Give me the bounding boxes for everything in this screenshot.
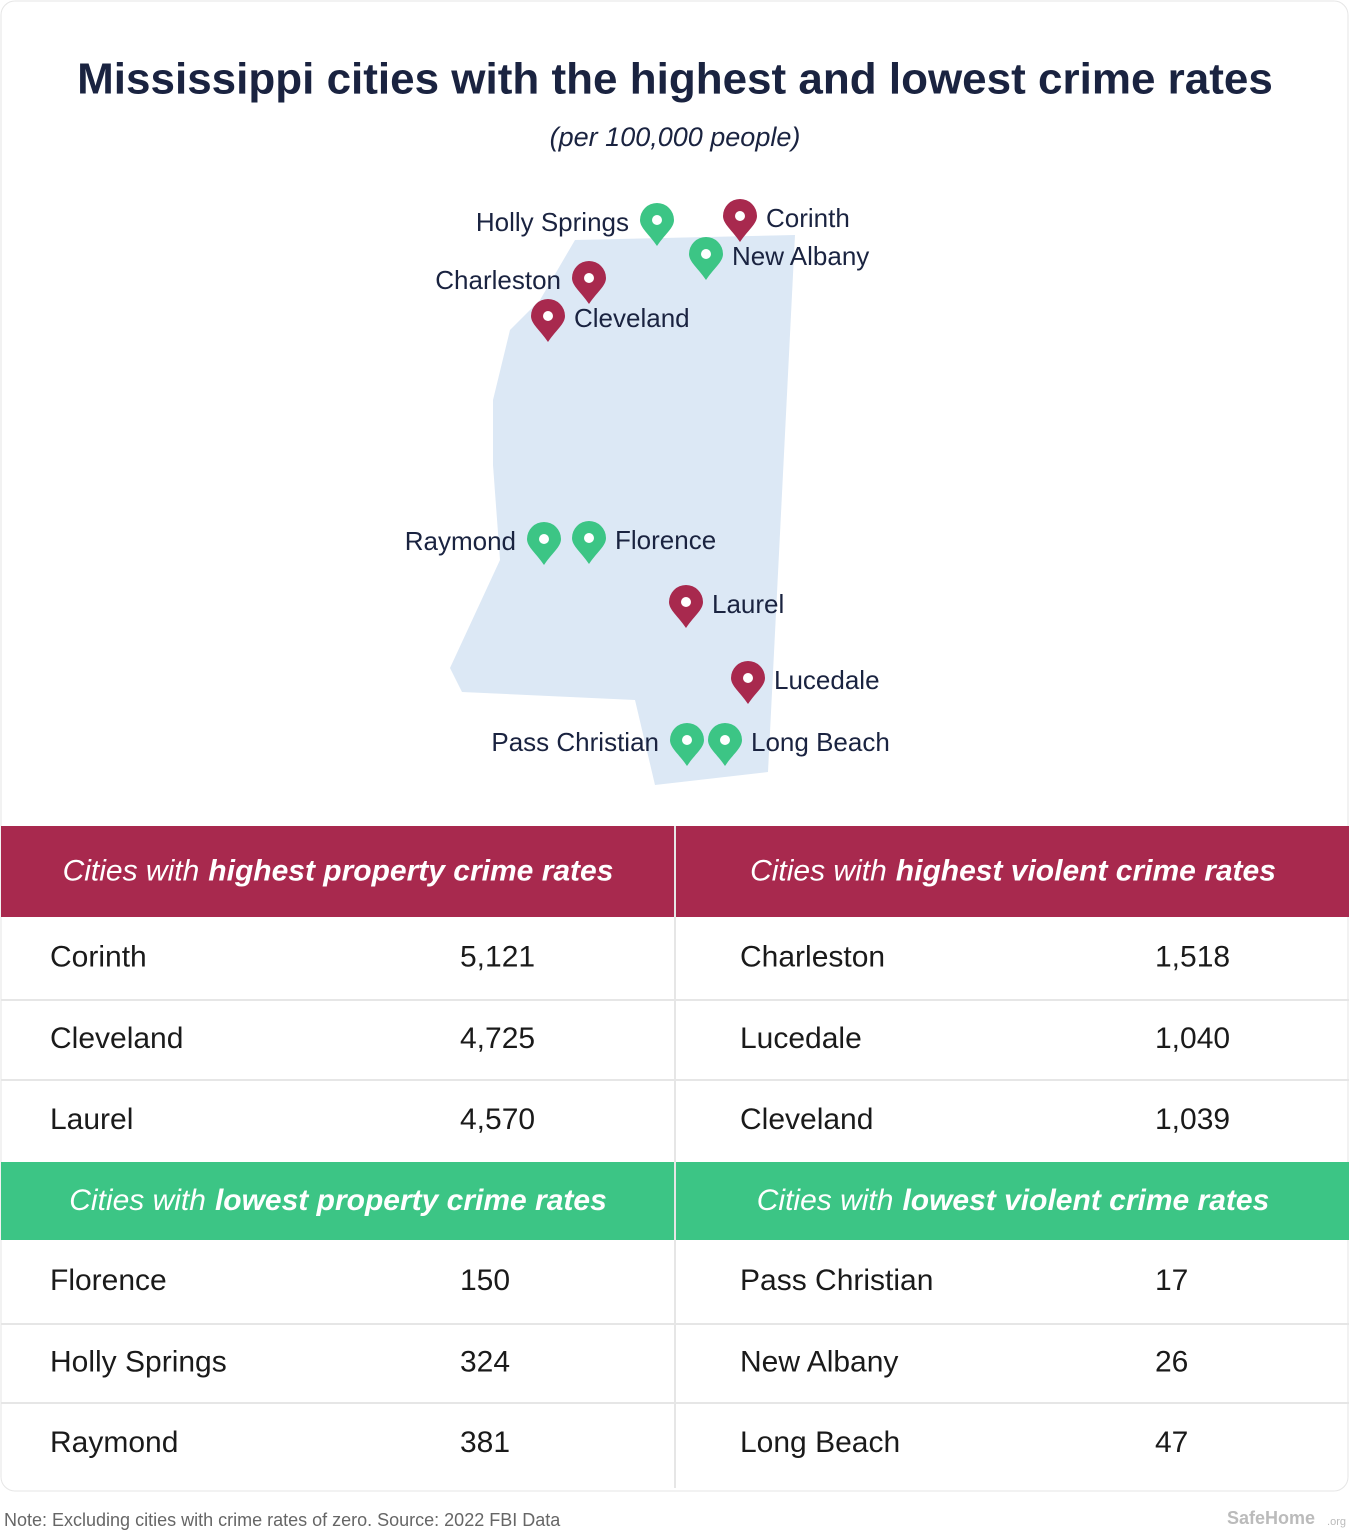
table-heading: Cities with highest property crime rates [63,854,614,887]
heading-emphasis: highest violent crime rates [896,854,1276,887]
pin-dot [720,735,730,745]
map-pin: Florence [572,521,716,564]
city-name: Laurel [50,1103,133,1136]
heading-lead: Cities with [69,1184,206,1217]
pin-label: Charleston [435,265,561,295]
table-header [676,826,1349,917]
city-name: Florence [50,1264,167,1297]
pin-dot [584,273,594,283]
pin-label: Lucedale [774,665,880,695]
map-pin: Charleston [435,261,606,304]
map-pin: Raymond [405,522,561,565]
heading-emphasis: lowest property crime rates [215,1184,607,1217]
pin-dot [539,534,549,544]
logo: SafeHome [1227,1508,1315,1528]
heading-lead: Cities with [757,1184,894,1217]
crime-rate: 381 [460,1426,510,1459]
map-pin: Laurel [669,585,784,628]
crime-rate: 1,039 [1155,1103,1230,1136]
city-name: Pass Christian [740,1264,933,1297]
table-header [1,1162,674,1240]
pin-label: Raymond [405,526,516,556]
crime-rate: 4,725 [460,1022,535,1055]
pin-dot [681,597,691,607]
map-pin: New Albany [689,237,869,280]
city-name: Long Beach [740,1426,900,1459]
pin-dot [584,533,594,543]
pin-dot [735,211,745,221]
crime-rate: 4,570 [460,1103,535,1136]
city-name: Charleston [740,940,885,973]
pin-dot [652,215,662,225]
crime-rate: 1,518 [1155,940,1230,973]
city-name: New Albany [740,1345,898,1378]
city-name: Cleveland [740,1103,873,1136]
crime-rate: 150 [460,1264,510,1297]
pin-label: New Albany [732,241,869,271]
table-heading: Cities with highest violent crime rates [750,854,1276,887]
city-name: Cleveland [50,1022,183,1055]
crime-rate: 26 [1155,1345,1188,1378]
map-pin: Holly Springs [476,203,674,246]
table-heading: Cities with lowest property crime rates [69,1184,607,1217]
pin-label: Corinth [766,203,850,233]
city-name: Lucedale [740,1022,862,1055]
map-pin: Corinth [723,199,850,242]
pin-dot [682,735,692,745]
pin-label: Long Beach [751,727,890,757]
table-header [1,826,674,917]
title: Mississippi cities with the highest and … [77,55,1273,104]
map-pin: Long Beach [708,723,890,766]
city-name: Raymond [50,1426,178,1459]
pin-label: Laurel [712,589,784,619]
pin-label: Florence [615,525,716,555]
pin-label: Holly Springs [476,207,629,237]
heading-emphasis: lowest violent crime rates [902,1184,1269,1217]
table-heading: Cities with lowest violent crime rates [757,1184,1270,1217]
map-pin: Lucedale [731,661,880,704]
table-header [676,1162,1349,1240]
pin-dot [543,311,553,321]
pin-label: Pass Christian [491,727,659,757]
heading-lead: Cities with [63,854,200,887]
pin-dot [743,673,753,683]
pin-label: Cleveland [574,303,690,333]
crime-rate: 5,121 [460,940,535,973]
city-name: Holly Springs [50,1345,227,1378]
heading-lead: Cities with [750,854,887,887]
pin-dot [701,249,711,259]
logo-suffix: .org [1327,1516,1346,1528]
crime-rate: 324 [460,1345,510,1378]
city-name: Corinth [50,940,147,973]
state-shape [450,235,795,785]
crime-rate: 1,040 [1155,1022,1230,1055]
crime-rate: 47 [1155,1426,1188,1459]
heading-emphasis: highest property crime rates [208,854,613,887]
map-pin: Pass Christian [491,723,704,766]
map-pin: Cleveland [531,299,690,342]
crime-rate: 17 [1155,1264,1188,1297]
note: Note: Excluding cities with crime rates … [4,1510,561,1530]
subtitle: (per 100,000 people) [550,122,801,152]
